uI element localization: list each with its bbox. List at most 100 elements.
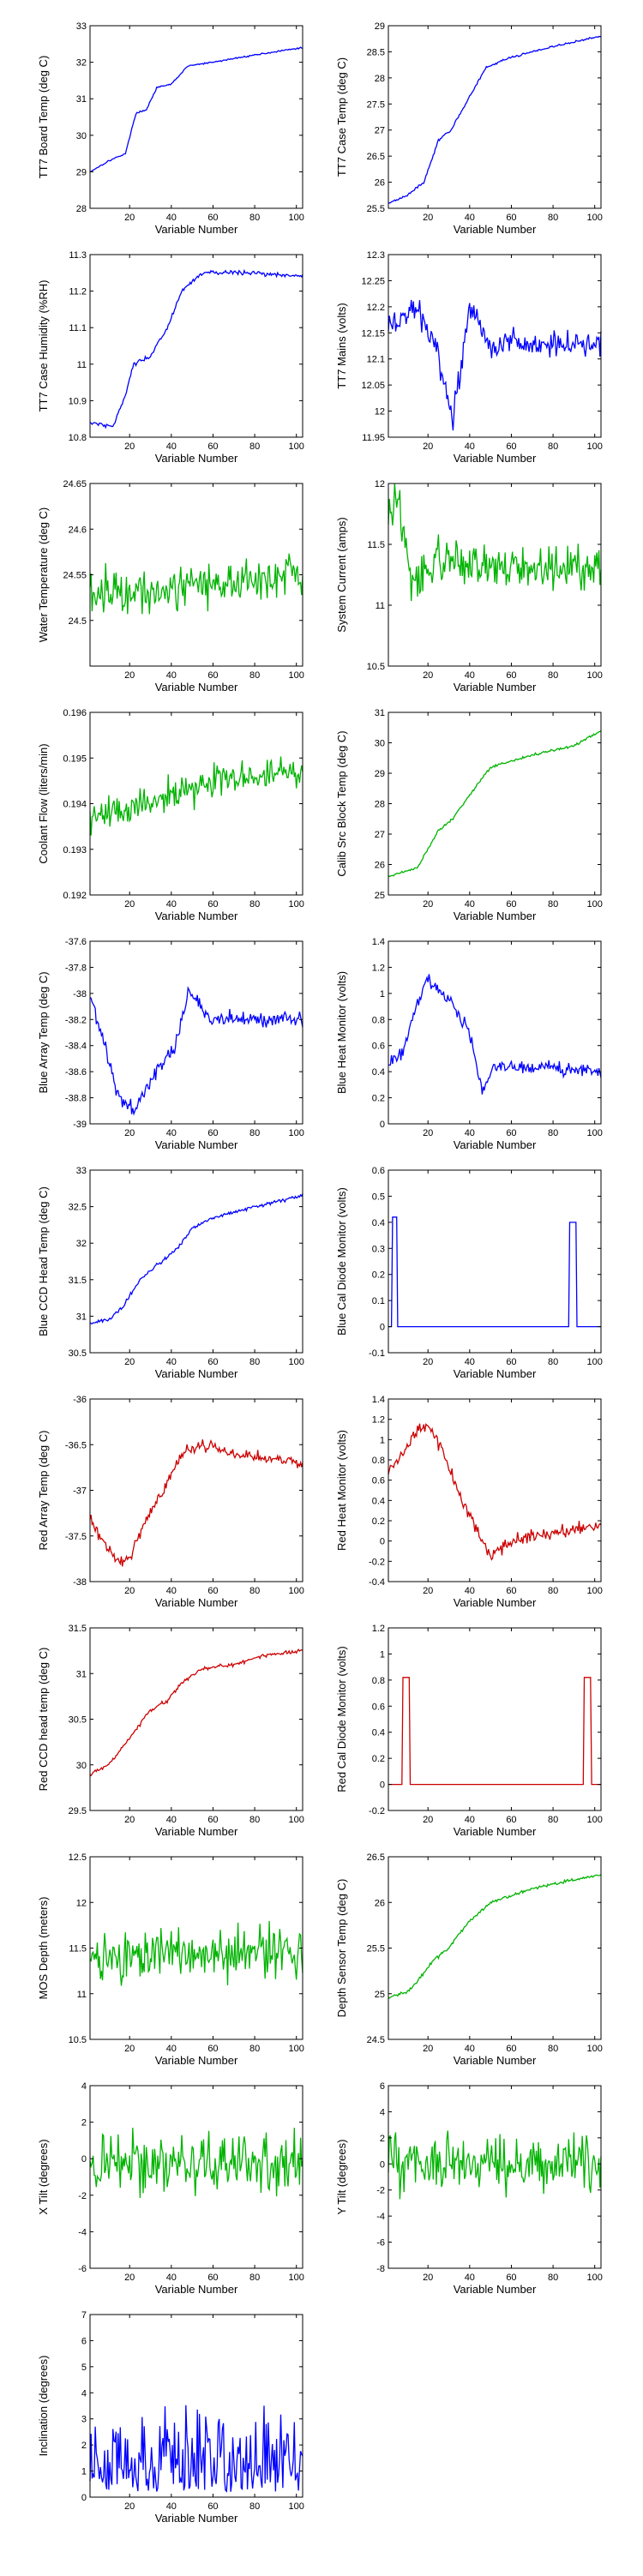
chart-panel: 0 1 2 3 4 5 6 7 20 40 60 80 100 Variable Number Inclin… [37,2310,304,2525]
x-axis-label: Variable Number [454,910,537,922]
series-line [388,1677,601,1786]
x-tick-label: 60 [207,2501,218,2512]
x-tick-label: 80 [548,2273,558,2283]
y-tick-label: 6 [380,2081,385,2092]
y-tick-label: -38.6 [65,1067,87,1078]
y-tick-label: 29 [375,769,385,779]
plot-frame [388,1169,602,1354]
series-line [388,1216,601,1328]
x-tick-label: 80 [548,670,558,681]
plot-frame [89,483,303,667]
x-tick-label: 100 [587,1357,603,1367]
series-line [89,2405,303,2493]
plot-frame [388,2085,602,2269]
x-tick-label: 20 [423,441,433,452]
x-tick-label: 60 [506,2273,516,2283]
x-tick-label: 20 [124,1586,135,1596]
x-tick-label: 40 [166,1357,177,1367]
x-tick-label: 20 [423,1815,433,1825]
x-tick-label: 20 [423,899,433,910]
y-tick-label: 33 [76,1166,87,1176]
x-tick-label: 60 [207,2044,218,2054]
x-tick-label: 100 [587,2273,603,2283]
y-tick-label: 30 [76,131,87,141]
y-tick-label: 30 [76,1761,87,1771]
x-tick-label: 100 [587,1815,603,1825]
x-axis-label: Variable Number [155,910,238,922]
x-tick-label: 60 [506,441,516,452]
x-tick-label: 100 [289,1357,304,1367]
series-line [89,268,303,429]
y-tick-label: 24.5 [367,2035,385,2045]
x-tick-label: 60 [506,1357,516,1367]
y-axis-label: TT7 Case Temp (deg C) [335,57,348,177]
y-tick-label: -37.8 [65,963,87,973]
y-tick-label: 0.5 [372,1192,385,1202]
x-tick-label: 60 [506,1128,516,1138]
x-tick-label: 60 [207,213,218,223]
y-tick-label: 28 [76,204,87,214]
x-tick-label: 100 [289,2044,304,2054]
y-tick-label: 24.5 [69,616,87,627]
y-axis-label: Red Heat Monitor (volts) [335,1430,348,1551]
chart-panel: -38 -37.5 -37 -36.5 -36 20 40 60 80 100 Variable N… [37,1395,304,1609]
x-tick-label: 100 [289,1815,304,1825]
x-tick-label: 40 [465,1128,475,1138]
x-tick-label: 40 [166,670,177,681]
x-axis-label: Variable Number [454,2283,537,2296]
x-tick-label: 40 [465,441,475,452]
y-tick-label: 0.195 [63,754,87,764]
y-tick-label: 31.5 [69,1276,87,1286]
series-line [388,1422,602,1561]
y-tick-label: -6 [376,2238,385,2249]
y-tick-label: 26 [375,1898,385,1908]
y-tick-label: -38 [73,1577,87,1588]
y-axis-label: Blue Heat Monitor (volts) [335,971,348,1094]
x-axis-label: Variable Number [454,1367,537,1380]
y-tick-label: 31 [375,708,385,718]
plot-frame [388,1856,602,2040]
y-tick-label: 0 [380,1780,385,1791]
x-tick-label: 60 [506,1586,516,1596]
y-tick-label: -4 [78,2227,87,2237]
y-tick-label: 1.2 [372,1624,385,1634]
x-axis-label: Variable Number [155,223,238,236]
plot-frame [89,712,303,896]
x-tick-label: 40 [166,1128,177,1138]
x-axis-label: Variable Number [454,1825,537,1838]
y-tick-label: 7 [81,2310,87,2321]
plot-frame [89,25,303,209]
plot-frame [388,940,602,1125]
x-tick-label: 40 [166,2273,177,2283]
y-tick-label: 4 [380,2107,385,2117]
y-tick-label: 2 [380,2134,385,2144]
chart-panel: 28 29 30 31 32 33 20 40 60 80 100 Variable Number TT… [37,21,304,236]
y-tick-label: -38.2 [65,1015,87,1025]
y-tick-label: 0.8 [372,1456,385,1466]
x-tick-label: 60 [207,899,218,910]
x-tick-label: 80 [548,1815,558,1825]
series-line [89,553,303,615]
x-tick-label: 60 [207,1586,218,1596]
x-tick-label: 60 [207,1357,218,1367]
x-tick-label: 40 [166,213,177,223]
y-tick-label: 25 [375,1990,385,2000]
chart-panel: 0 0.2 0.4 0.6 0.8 1 1.2 1.4 20 40 60 80 100 Variable … [335,937,603,1151]
y-tick-label: 0.6 [372,1476,385,1486]
y-tick-label: 27 [375,830,385,840]
y-tick-label: 0.194 [63,800,87,810]
series-line [388,2130,602,2200]
y-tick-label: 31 [76,1669,87,1679]
y-tick-label: -38 [73,989,87,1000]
y-tick-label: 12.25 [361,276,385,286]
series-line [388,483,602,602]
chart-panel: 25.5 26 26.5 27 27.5 28 28.5 29 20 40 60 80 100 Varia… [335,21,603,236]
plot-frame [89,940,303,1125]
x-tick-label: 100 [289,441,304,452]
x-tick-label: 80 [548,2044,558,2054]
y-tick-label: 12 [76,1898,87,1908]
y-tick-label: 29 [76,167,87,177]
y-tick-label: 11.5 [367,540,385,550]
y-tick-label: 32 [76,1239,87,1249]
y-tick-label: 0.192 [63,891,87,901]
